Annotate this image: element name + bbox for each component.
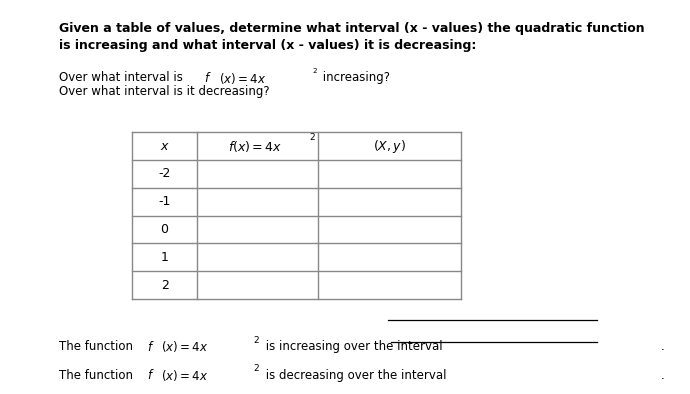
Text: 2: 2 — [253, 364, 259, 373]
Text: $^2$: $^2$ — [312, 69, 318, 78]
Text: -2: -2 — [159, 167, 171, 180]
Text: 2: 2 — [253, 336, 259, 345]
Text: is increasing over the interval: is increasing over the interval — [262, 340, 442, 353]
Text: 2: 2 — [161, 279, 168, 292]
Text: $f$: $f$ — [147, 340, 155, 354]
Text: $(x) = 4x$: $(x) = 4x$ — [161, 368, 208, 383]
Text: 0: 0 — [161, 223, 168, 236]
Text: $f$: $f$ — [204, 71, 211, 85]
Text: 1: 1 — [161, 251, 168, 264]
Text: Given a table of values, determine what interval (x - values) the quadratic func: Given a table of values, determine what … — [59, 22, 644, 35]
Text: $f$: $f$ — [147, 368, 155, 382]
Text: 2: 2 — [310, 132, 315, 141]
Text: The function: The function — [59, 340, 137, 353]
Text: Over what interval is it decreasing?: Over what interval is it decreasing? — [59, 85, 269, 98]
Text: $(X, y)$: $(X, y)$ — [373, 138, 406, 154]
Text: $(x) = 4x$: $(x) = 4x$ — [219, 71, 266, 86]
Text: is decreasing over the interval: is decreasing over the interval — [262, 369, 446, 381]
Text: Over what interval is: Over what interval is — [59, 71, 186, 84]
Text: The function: The function — [59, 369, 137, 381]
Text: $(x) = 4x$: $(x) = 4x$ — [161, 339, 208, 354]
Text: -1: -1 — [159, 195, 171, 208]
Text: .: . — [660, 369, 664, 381]
Text: is increasing and what interval (x - values) it is decreasing:: is increasing and what interval (x - val… — [59, 39, 476, 52]
Text: $x$: $x$ — [159, 139, 170, 152]
Text: .: . — [660, 340, 664, 353]
Text: $f$$(x) = 4x$: $f$$(x) = 4x$ — [228, 139, 282, 154]
Text: increasing?: increasing? — [319, 71, 390, 84]
